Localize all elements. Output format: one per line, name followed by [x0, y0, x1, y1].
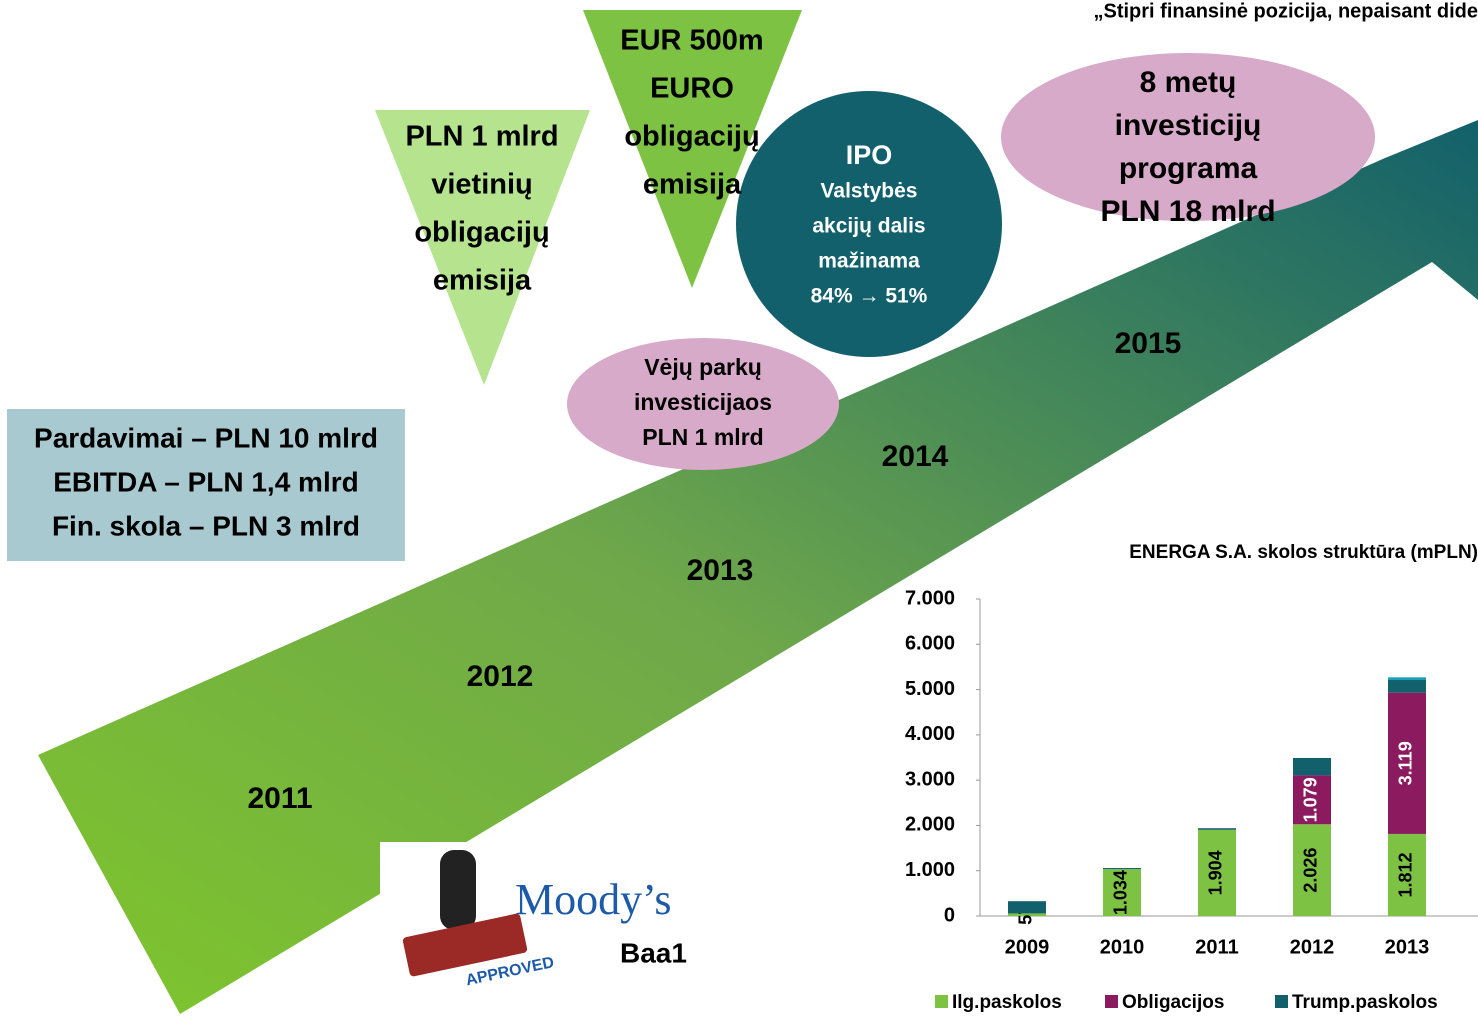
data-label: 1.904: [1206, 850, 1226, 895]
slide: „Stipri finansinė pozicija, nepaisant di…: [0, 0, 1478, 1014]
x-tick-label: 2011: [1195, 936, 1238, 958]
ipo-text: mažinama: [818, 250, 920, 273]
summary-text: EBITDA – PLN 1,4 mlrd: [53, 466, 358, 497]
wind-text: Vėjų parkų: [644, 354, 762, 380]
timeline-year: 2012: [467, 660, 534, 693]
wind-text: PLN 1 mlrd: [642, 424, 763, 450]
data-label: 1.812: [1396, 852, 1416, 897]
legend-label: Obligacijos: [1122, 992, 1224, 1013]
data-label: 1.034: [1111, 870, 1131, 915]
summary-text: Fin. skola – PLN 3 mlrd: [52, 510, 360, 541]
bar-segment: [1293, 758, 1331, 775]
triangle-text: emisija: [433, 265, 532, 297]
y-tick-label: 4.000: [905, 723, 955, 745]
x-tick-label: 2009: [1005, 936, 1050, 958]
wind-text: investicijaos: [634, 389, 772, 415]
triangle-text: vietinių: [431, 169, 533, 201]
y-tick-label: 1.000: [905, 859, 955, 881]
rating-agency: Moody’s: [515, 875, 671, 924]
triangle-text: EURO: [650, 73, 734, 105]
x-tick-label: 2013: [1385, 936, 1430, 958]
rating-logo-bg: [380, 842, 710, 1007]
data-label: 3.119: [1396, 741, 1416, 785]
y-tick-label: 2.000: [905, 814, 955, 836]
triangle-text: obligacijų: [624, 121, 759, 153]
timeline-year: 2014: [882, 440, 949, 473]
timeline-year: 2013: [687, 554, 754, 587]
y-tick-label: 3.000: [905, 768, 955, 790]
program-text: investicijų: [1115, 109, 1262, 142]
bar-segment: [1103, 868, 1141, 869]
x-tick-label: 2012: [1290, 936, 1335, 958]
y-tick-label: 5.000: [905, 678, 955, 700]
legend-swatch: [935, 995, 948, 1008]
bar-segment: [1388, 680, 1426, 693]
legend-label: Ilg.paskolos: [952, 992, 1062, 1013]
program-text: 8 metų: [1140, 66, 1237, 99]
ipo-text: akcijų dalis: [812, 215, 925, 238]
ipo-text: 84% → 51%: [811, 285, 928, 308]
triangle-text: PLN 1 mlrd: [405, 121, 558, 153]
data-label: 1.079: [1301, 777, 1321, 822]
timeline-year: 2015: [1115, 327, 1182, 360]
page: „Stipri finansinė pozicija, nepaisant di…: [0, 0, 1478, 1014]
legend-swatch: [1275, 995, 1288, 1008]
program-text: PLN 18 mlrd: [1100, 195, 1275, 228]
summary-text: Pardavimai – PLN 10 mlrd: [34, 422, 378, 453]
legend-swatch: [1105, 995, 1118, 1008]
y-tick-label: 6.000: [905, 633, 955, 655]
quote: „Stipri finansinė pozicija, nepaisant di…: [1093, 0, 1478, 22]
stamp-handle: [440, 850, 476, 930]
x-tick-label: 2010: [1100, 936, 1145, 958]
bar-segment: [1388, 677, 1426, 680]
data-label: 2.026: [1301, 848, 1321, 893]
triangle-text: EUR 500m: [620, 25, 763, 57]
ipo-text: Valstybės: [821, 180, 918, 203]
y-tick-label: 7.000: [905, 587, 955, 609]
y-tick-label: 0: [944, 904, 955, 926]
bar-segment: [1198, 828, 1236, 830]
triangle-text: emisija: [643, 169, 742, 201]
ipo-text: IPO: [846, 140, 893, 170]
legend-label: Trump.paskolos: [1292, 992, 1438, 1013]
bar-segment: [1008, 901, 1046, 913]
chart-title: ENERGA S.A. skolos struktūra (mPLN): [1129, 542, 1478, 563]
rating-grade: Baa1: [620, 937, 687, 968]
timeline-year: 2011: [247, 782, 312, 815]
triangle-text: obligacijų: [414, 217, 549, 249]
program-text: programa: [1119, 152, 1258, 185]
